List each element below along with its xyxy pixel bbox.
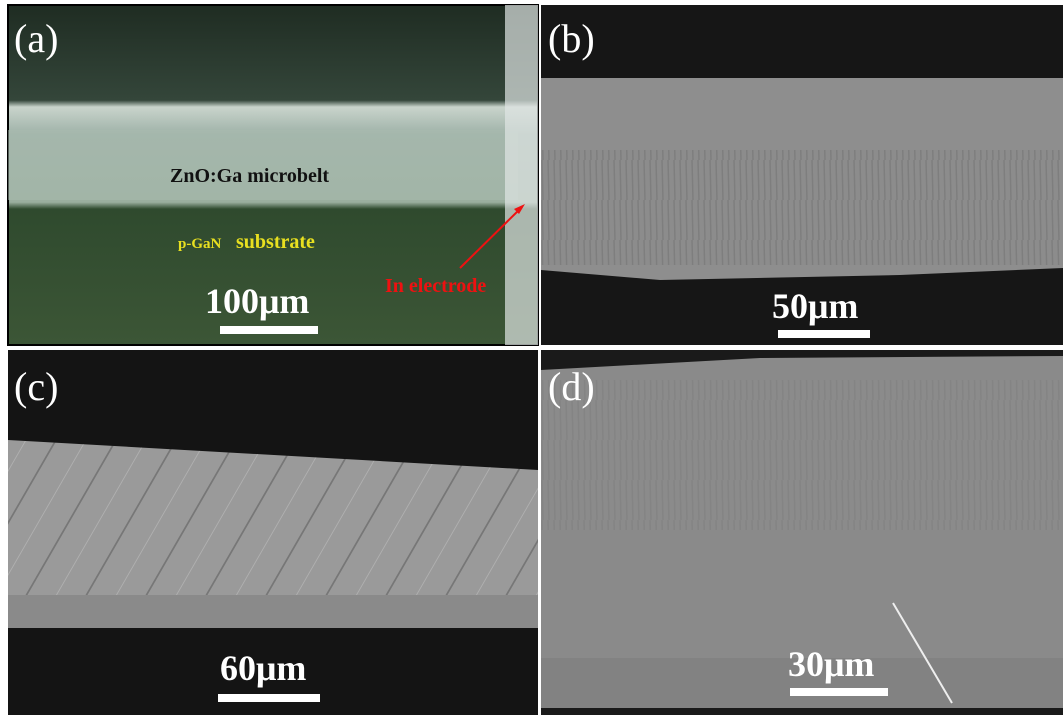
scale-bar: [790, 688, 888, 696]
scale-bar-label: 100μm: [205, 281, 309, 321]
panel-label: (c): [14, 364, 58, 409]
scale-bar: [220, 326, 318, 334]
panel-b: (b) 50μm: [541, 5, 1063, 345]
belt-texture: [541, 380, 1063, 530]
figure: (a) ZnO:Ga microbelt p-GaN substrate In …: [0, 0, 1063, 719]
panel-d: (d) 30μm: [541, 350, 1063, 715]
belt-label: ZnO:Ga microbelt: [170, 165, 329, 187]
panel-label: (b): [548, 16, 595, 61]
panel-a: (a) ZnO:Ga microbelt p-GaN substrate In …: [8, 5, 538, 345]
panel-label: (d): [548, 364, 595, 409]
substrate-label: substrate: [236, 231, 315, 253]
bottom-edge: [541, 708, 1063, 715]
panel-label: (a): [14, 16, 58, 61]
panel-c: (c) 60μm: [8, 350, 538, 715]
substrate-prefix: p-GaN: [178, 236, 222, 252]
scale-bar: [218, 694, 320, 702]
electrode: [505, 5, 538, 345]
electrode-label: In electrode: [385, 275, 486, 297]
scale-bar: [778, 330, 870, 338]
belt-texture: [541, 150, 1063, 265]
belt-edge: [8, 595, 538, 628]
scale-bar-label: 30μm: [788, 644, 874, 684]
scale-bar-label: 60μm: [220, 648, 306, 688]
scale-bar-label: 50μm: [772, 286, 858, 326]
